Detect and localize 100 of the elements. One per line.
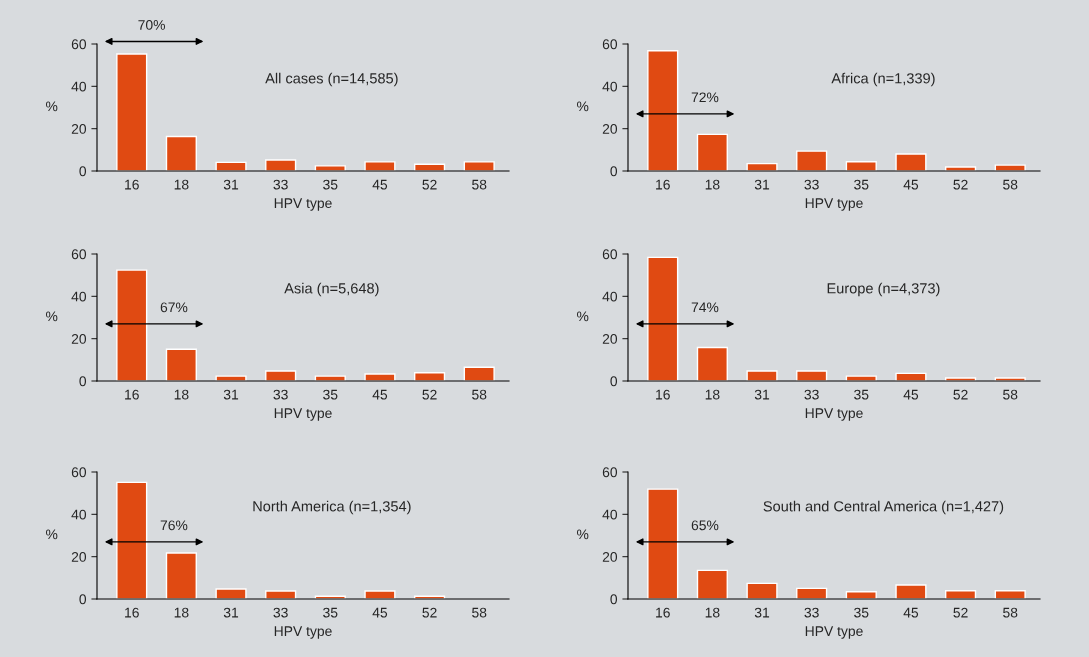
bar <box>994 164 1026 171</box>
x-tick-label: 16 <box>125 179 139 190</box>
x-tick-label: 58 <box>472 389 487 400</box>
y-tick-label: 40 <box>602 509 618 520</box>
y-tick-label: 60 <box>602 39 618 50</box>
bar <box>796 150 828 171</box>
text: North America (n=1,354) <box>253 500 411 515</box>
x-tick-label: 58 <box>1003 179 1018 190</box>
x-tick-label: 35 <box>323 607 338 618</box>
bar <box>696 569 728 599</box>
x-tick-label: 45 <box>903 389 919 400</box>
bar <box>696 346 728 381</box>
bar <box>647 256 679 381</box>
y-tick-label: 40 <box>602 291 618 302</box>
y-tick-label: 0 <box>79 376 87 387</box>
x-tick-label: 33 <box>273 179 288 190</box>
bar <box>895 584 927 599</box>
y-tick-label: 60 <box>602 467 618 478</box>
y-axis-title: % <box>577 101 589 112</box>
text: Africa (n=1,339) <box>831 72 935 87</box>
x-axis-title: HPV type <box>274 626 332 639</box>
y-tick-label: 0 <box>610 376 618 387</box>
bar <box>647 488 679 599</box>
x-tick-label: 16 <box>125 607 139 618</box>
y-axis-title: % <box>577 529 589 540</box>
x-tick-label: 45 <box>372 389 388 400</box>
x-tick-label: 58 <box>472 607 487 618</box>
x-tick-label: 33 <box>273 607 288 618</box>
bar <box>116 481 148 599</box>
y-axis-title: % <box>46 311 58 322</box>
bar <box>165 552 197 599</box>
x-tick-label: 16 <box>656 607 670 618</box>
y-tick-label: 0 <box>610 166 618 177</box>
y-tick-label: 20 <box>71 334 87 344</box>
x-tick-label: 33 <box>804 389 819 400</box>
bar <box>215 375 247 381</box>
x-tick-label: 52 <box>953 389 968 400</box>
y-tick-label: 60 <box>71 467 87 478</box>
bar <box>696 133 728 171</box>
x-tick-label: 58 <box>472 179 487 190</box>
x-tick-label: 45 <box>903 179 919 190</box>
y-axis-title: % <box>577 311 589 322</box>
x-tick-label: 35 <box>854 389 869 400</box>
x-tick-label: 31 <box>223 389 239 400</box>
bar <box>746 582 778 599</box>
x-tick-label: 16 <box>656 179 670 190</box>
bar <box>215 588 247 599</box>
bar <box>265 590 297 599</box>
text: Asia (n=5,648) <box>284 282 379 297</box>
y-tick-label: 20 <box>71 124 87 134</box>
x-tick-label: 31 <box>754 607 770 618</box>
x-tick-label: 18 <box>705 179 720 190</box>
x-tick-label: 33 <box>273 389 288 400</box>
annotation: 76% <box>160 520 188 531</box>
y-tick-label: 40 <box>602 81 618 92</box>
bar <box>647 50 679 171</box>
annotation: 72% <box>691 92 719 103</box>
x-tick-label: 33 <box>804 179 819 190</box>
y-tick-label: 0 <box>79 594 87 605</box>
x-axis-title: HPV type <box>805 626 863 639</box>
x-tick-label: 45 <box>903 607 919 618</box>
x-tick-label: 52 <box>422 179 437 190</box>
bar <box>845 160 877 171</box>
text: Europe (n=4,373) <box>827 282 940 297</box>
y-tick-label: 0 <box>79 166 87 177</box>
y-axis-title: % <box>46 101 58 112</box>
y-tick-label: 60 <box>71 249 87 260</box>
bar <box>314 375 346 381</box>
x-tick-label: 31 <box>223 607 239 618</box>
x-tick-label: 16 <box>125 389 139 400</box>
x-tick-label: 33 <box>804 607 819 618</box>
bar <box>364 373 396 381</box>
bar <box>116 269 148 381</box>
annotation: 67% <box>160 302 188 313</box>
bar <box>116 53 148 171</box>
y-tick-label: 20 <box>71 552 87 562</box>
x-tick-label: 35 <box>854 607 869 618</box>
x-axis-title: HPV type <box>805 408 863 421</box>
x-tick-label: 52 <box>422 389 437 400</box>
text: South and Central America (n=1,427) <box>763 500 1004 515</box>
x-axis-title: HPV type <box>274 408 332 421</box>
bar <box>845 375 877 381</box>
x-tick-label: 18 <box>174 389 189 400</box>
bar <box>413 372 446 381</box>
x-axis-title: HPV type <box>274 198 332 211</box>
x-tick-label: 45 <box>372 179 388 190</box>
bar <box>364 590 396 599</box>
x-tick-label: 18 <box>705 389 720 400</box>
annotation: 65% <box>691 520 719 531</box>
x-tick-label: 16 <box>656 389 670 400</box>
x-tick-label: 52 <box>953 607 968 618</box>
y-tick-label: 60 <box>602 249 618 260</box>
bar <box>265 159 297 171</box>
x-tick-label: 35 <box>323 179 338 190</box>
bar <box>994 590 1026 599</box>
x-tick-label: 52 <box>953 179 968 190</box>
y-axis-title: % <box>46 529 58 540</box>
x-tick-label: 31 <box>223 179 239 190</box>
y-tick-label: 40 <box>71 81 87 92</box>
x-axis-title: HPV type <box>805 198 863 211</box>
